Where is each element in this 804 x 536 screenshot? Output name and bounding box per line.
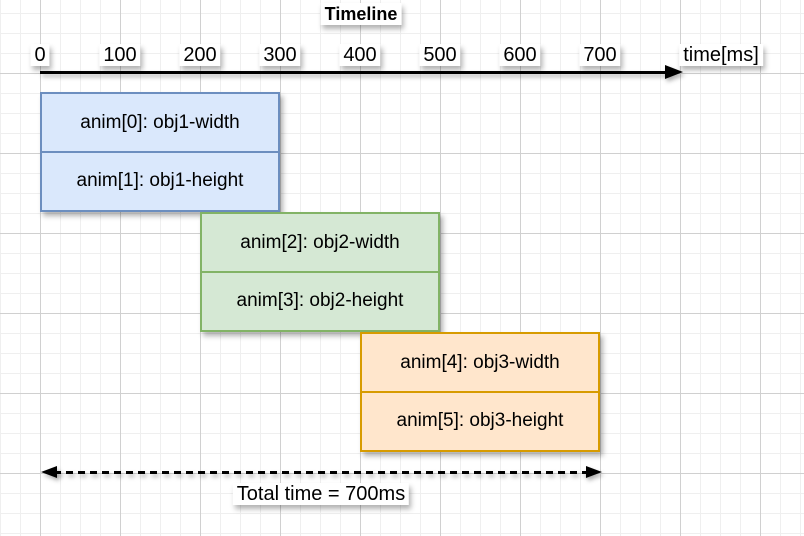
total-time-arrow	[54, 471, 588, 474]
total-arrow-left-head-icon	[41, 466, 57, 478]
anim-bar-label: anim[3]: obj2-height	[236, 289, 404, 311]
total-arrow-right-head-icon	[586, 466, 602, 478]
axis-tick-label: 700	[579, 44, 621, 66]
axis-arrowhead-icon	[665, 65, 683, 79]
anim-bar: anim[4]: obj3-width	[362, 334, 598, 391]
total-time-label: Total time = 700ms	[232, 483, 410, 505]
anim-bar: anim[2]: obj2-width	[202, 214, 438, 271]
anim-bar: anim[5]: obj3-height	[362, 391, 598, 448]
anim-bar-label: anim[5]: obj3-height	[396, 409, 564, 431]
diagram-title: Timeline	[320, 3, 402, 25]
anim-bar-label: anim[4]: obj3-width	[400, 351, 560, 373]
axis-tick-label: 600	[499, 44, 541, 66]
axis-tick-label: 300	[259, 44, 301, 66]
axis-tick-label: 0	[30, 44, 50, 66]
axis-tick-label: 500	[419, 44, 461, 66]
time-axis-line	[40, 71, 668, 74]
anim-bar-label: anim[0]: obj1-width	[80, 111, 240, 133]
axis-tick-label: 400	[339, 44, 381, 66]
anim-group: anim[0]: obj1-width anim[1]: obj1-height	[40, 92, 280, 212]
anim-bar-label: anim[2]: obj2-width	[240, 231, 400, 253]
anim-bar-label: anim[1]: obj1-height	[76, 169, 244, 191]
anim-group: anim[2]: obj2-width anim[3]: obj2-height	[200, 212, 440, 332]
axis-tick-label: 100	[99, 44, 141, 66]
anim-bar: anim[3]: obj2-height	[202, 271, 438, 328]
axis-tick-label: 200	[179, 44, 221, 66]
axis-unit-label: time[ms]	[679, 44, 763, 66]
anim-group: anim[4]: obj3-width anim[5]: obj3-height	[360, 332, 600, 452]
anim-bar: anim[1]: obj1-height	[42, 151, 278, 208]
anim-bar: anim[0]: obj1-width	[42, 94, 278, 151]
